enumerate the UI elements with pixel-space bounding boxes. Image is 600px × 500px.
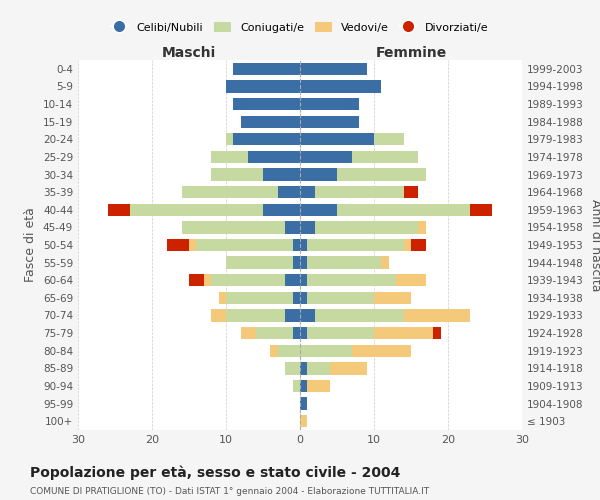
- Bar: [211, 168, 263, 180]
- Bar: [167, 239, 189, 251]
- Y-axis label: Anni di nascita: Anni di nascita: [589, 198, 600, 291]
- Bar: [315, 186, 404, 198]
- Bar: [233, 98, 300, 110]
- Bar: [293, 380, 300, 392]
- Bar: [189, 239, 196, 251]
- Bar: [226, 310, 285, 322]
- Bar: [300, 239, 307, 251]
- Bar: [182, 221, 285, 234]
- Bar: [300, 204, 337, 216]
- Bar: [278, 344, 300, 357]
- Bar: [337, 168, 426, 180]
- Bar: [241, 116, 300, 128]
- Bar: [352, 150, 418, 163]
- Bar: [300, 98, 359, 110]
- Bar: [189, 274, 204, 286]
- Bar: [307, 362, 329, 374]
- Bar: [300, 80, 382, 92]
- Bar: [300, 398, 307, 409]
- Bar: [248, 150, 300, 163]
- Bar: [300, 221, 315, 234]
- Bar: [404, 239, 411, 251]
- Bar: [300, 256, 307, 269]
- Bar: [307, 274, 396, 286]
- Bar: [263, 168, 300, 180]
- Bar: [233, 133, 300, 145]
- Bar: [300, 62, 367, 75]
- Bar: [300, 362, 307, 374]
- Bar: [411, 239, 426, 251]
- Bar: [300, 150, 352, 163]
- Legend: Celibi/Nubili, Coniugati/e, Vedovi/e, Divorziati/e: Celibi/Nubili, Coniugati/e, Vedovi/e, Di…: [107, 18, 493, 37]
- Text: Maschi: Maschi: [162, 46, 216, 60]
- Bar: [315, 221, 418, 234]
- Bar: [271, 344, 278, 357]
- Bar: [293, 292, 300, 304]
- Bar: [233, 62, 300, 75]
- Bar: [307, 380, 329, 392]
- Bar: [300, 186, 315, 198]
- Bar: [226, 292, 293, 304]
- Bar: [293, 239, 300, 251]
- Bar: [382, 256, 389, 269]
- Bar: [226, 256, 293, 269]
- Bar: [300, 168, 337, 180]
- Bar: [374, 327, 433, 340]
- Bar: [241, 327, 256, 340]
- Bar: [285, 362, 300, 374]
- Bar: [396, 274, 426, 286]
- Bar: [278, 186, 300, 198]
- Bar: [300, 292, 307, 304]
- Bar: [130, 204, 263, 216]
- Bar: [226, 133, 233, 145]
- Bar: [374, 133, 404, 145]
- Bar: [300, 415, 307, 428]
- Bar: [263, 204, 300, 216]
- Bar: [433, 327, 440, 340]
- Bar: [293, 327, 300, 340]
- Bar: [307, 239, 404, 251]
- Bar: [285, 274, 300, 286]
- Bar: [300, 380, 307, 392]
- Bar: [329, 362, 367, 374]
- Bar: [307, 292, 374, 304]
- Bar: [293, 256, 300, 269]
- Bar: [404, 186, 418, 198]
- Bar: [285, 221, 300, 234]
- Bar: [352, 344, 411, 357]
- Bar: [300, 344, 352, 357]
- Bar: [196, 239, 293, 251]
- Bar: [182, 186, 278, 198]
- Text: Popolazione per età, sesso e stato civile - 2004: Popolazione per età, sesso e stato civil…: [30, 465, 400, 479]
- Text: Femmine: Femmine: [376, 46, 446, 60]
- Bar: [307, 256, 382, 269]
- Bar: [226, 80, 300, 92]
- Bar: [218, 292, 226, 304]
- Bar: [404, 310, 470, 322]
- Bar: [470, 204, 493, 216]
- Bar: [300, 310, 315, 322]
- Bar: [300, 327, 307, 340]
- Bar: [211, 150, 248, 163]
- Bar: [107, 204, 130, 216]
- Bar: [204, 274, 211, 286]
- Bar: [211, 274, 285, 286]
- Bar: [300, 133, 374, 145]
- Y-axis label: Fasce di età: Fasce di età: [25, 208, 37, 282]
- Bar: [300, 116, 359, 128]
- Bar: [307, 327, 374, 340]
- Bar: [337, 204, 470, 216]
- Bar: [315, 310, 404, 322]
- Bar: [256, 327, 293, 340]
- Bar: [285, 310, 300, 322]
- Bar: [211, 310, 226, 322]
- Bar: [374, 292, 411, 304]
- Text: COMUNE DI PRATIGLIONE (TO) - Dati ISTAT 1° gennaio 2004 - Elaborazione TUTTITALI: COMUNE DI PRATIGLIONE (TO) - Dati ISTAT …: [30, 488, 429, 496]
- Bar: [418, 221, 426, 234]
- Bar: [300, 274, 307, 286]
